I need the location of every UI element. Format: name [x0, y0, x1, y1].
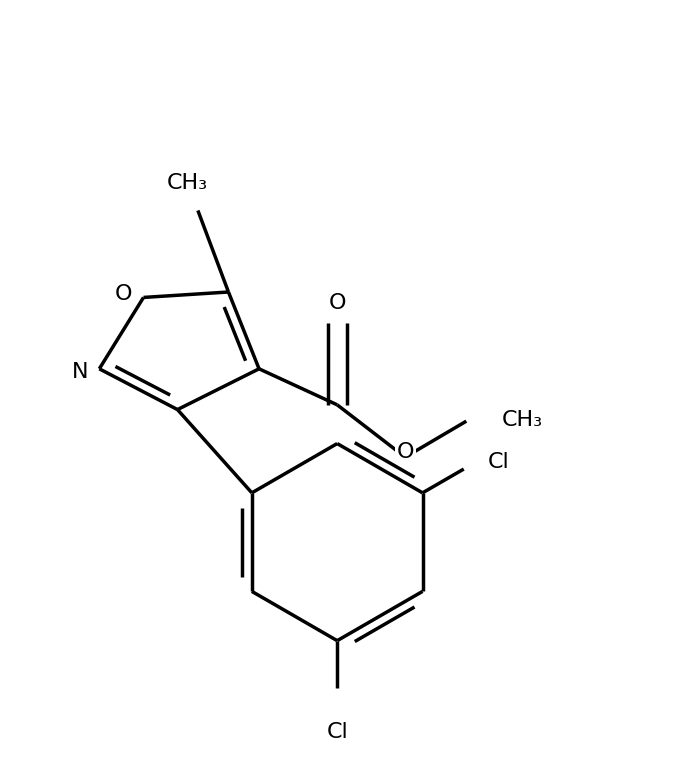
Text: N: N — [72, 362, 89, 382]
Text: CH₃: CH₃ — [167, 174, 208, 193]
Text: Cl: Cl — [488, 453, 510, 472]
Text: O: O — [396, 442, 414, 462]
Text: CH₃: CH₃ — [502, 410, 543, 430]
Text: Cl: Cl — [326, 722, 348, 742]
Text: O: O — [114, 284, 132, 304]
Text: O: O — [328, 293, 346, 313]
